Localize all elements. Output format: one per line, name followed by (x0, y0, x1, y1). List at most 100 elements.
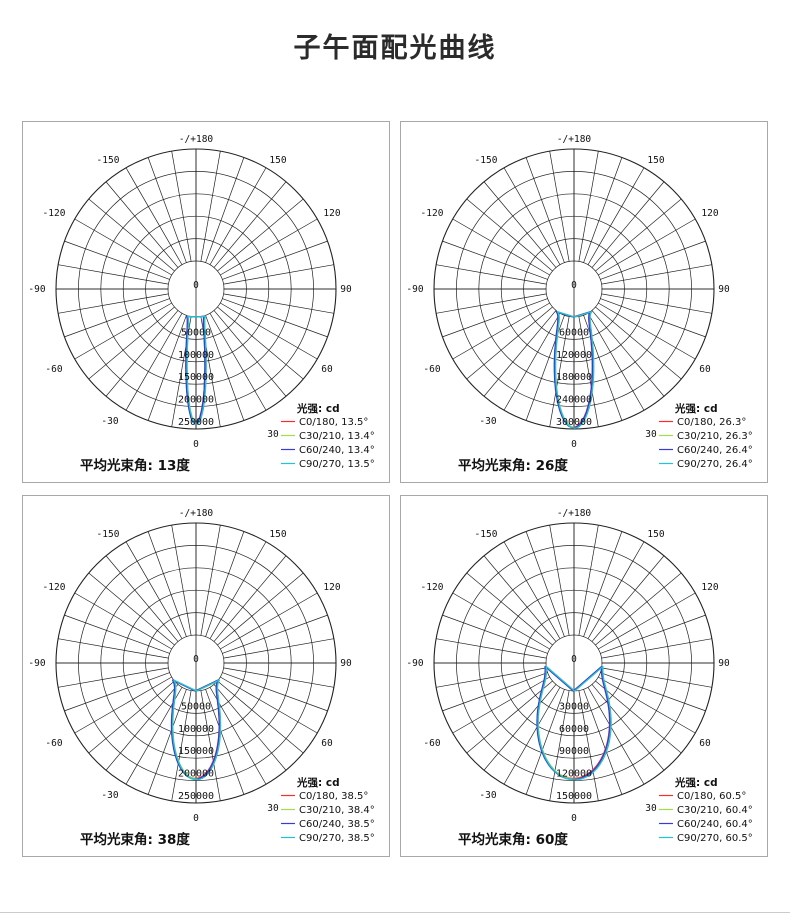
intensity-curve (537, 665, 612, 781)
legend-entry: C0/180, 26.3° (677, 417, 746, 428)
polar-grid-spoke (217, 572, 304, 646)
polar-grid-spoke (205, 689, 245, 795)
polar-grid-spoke (220, 676, 318, 734)
angle-label-center-0: 0 (193, 280, 199, 291)
polar-grid-spoke (171, 690, 192, 801)
legend-title: 光强: cd (674, 402, 718, 415)
polar-grid-spoke (600, 240, 706, 280)
angle-label-150: 150 (647, 529, 664, 540)
polar-grid-spoke (483, 555, 557, 642)
polar-grid-spoke (64, 298, 170, 338)
angle-label-30: 30 (645, 429, 657, 440)
polar-grid-spoke (600, 672, 706, 712)
polar-grid-spoke (525, 157, 565, 263)
polar-grid-spoke (578, 151, 599, 262)
legend-entry: C0/180, 13.5° (299, 417, 368, 428)
polar-grid-spoke (223, 293, 334, 314)
polar-grid-spoke (64, 614, 170, 654)
polar-grid-spoke (223, 667, 334, 688)
polar-chart: -/+180 -150 150 -120 120 -90 90 -60 60 -30 30 0 0 300… (406, 508, 752, 848)
polar-grid-spoke (600, 614, 706, 654)
angle-label-center-0: 0 (193, 654, 199, 665)
polar-grid-spoke (147, 531, 187, 637)
polar-chart: -/+180 -150 150 -120 120 -90 90 -60 60 -30 30 0 0 500… (28, 508, 374, 848)
radial-tick-label: 90000 (559, 746, 589, 757)
polar-grid-spoke (452, 592, 550, 650)
polar-grid-spoke (220, 218, 318, 276)
polar-grid-spoke (466, 680, 553, 754)
polar-chart: -/+180 -150 150 -120 120 -90 90 -60 60 -30 30 0 0 500… (28, 134, 375, 474)
polar-grid-spoke (578, 525, 599, 636)
polar-grid-spoke (436, 667, 547, 688)
polar-grid-spoke (147, 157, 187, 263)
polar-grid-spoke (503, 541, 561, 639)
angle-label-minus90: -90 (406, 284, 423, 295)
angle-label-minus60: -60 (423, 364, 440, 375)
polar-grid-spoke (171, 525, 192, 636)
angle-label-60: 60 (699, 364, 711, 375)
intensity-curve (554, 311, 595, 429)
polar-grid-spoke (105, 684, 179, 771)
polar-grid-spoke (587, 541, 645, 639)
polar-grid-spoke (452, 302, 550, 360)
angle-label-minus30: -30 (101, 416, 118, 427)
legend-entry: C90/270, 26.4° (677, 459, 753, 470)
polar-grid-spoke (436, 264, 547, 285)
radial-tick-label: 150000 (178, 746, 214, 757)
polar-grid-spoke (105, 310, 179, 397)
polar-grid-spoke (436, 638, 547, 659)
angle-label-minus150: -150 (475, 155, 498, 166)
polar-grid-spoke (58, 293, 169, 314)
polar-grid-spoke (88, 680, 175, 754)
angle-label-minus60: -60 (423, 738, 440, 749)
beam-angle-caption: 平均光束角: 38度 (80, 831, 190, 848)
polar-grid-spoke (171, 151, 192, 262)
legend-entry: C90/270, 13.5° (299, 459, 375, 470)
legend-entry: C30/210, 26.3° (677, 431, 753, 442)
radial-tick-label: 300000 (556, 417, 592, 428)
polar-grid-spoke (222, 672, 328, 712)
polar-grid-spoke (601, 264, 712, 285)
polar-grid-spoke (503, 313, 561, 411)
radial-tick-label: 120000 (556, 350, 592, 361)
polar-grid-spoke (64, 672, 170, 712)
polar-grid-spoke (213, 684, 287, 771)
angle-label-30: 30 (645, 803, 657, 814)
polar-grid-spoke (220, 592, 318, 650)
polar-grid-spoke (591, 684, 665, 771)
angle-label-60: 60 (321, 738, 333, 749)
polar-grid-spoke (598, 218, 696, 276)
polar-grid-spoke (200, 525, 221, 636)
polar-grid-spoke (105, 181, 179, 268)
polar-grid-spoke (88, 572, 175, 646)
angle-label-minus90: -90 (28, 284, 45, 295)
polar-grid-spoke (549, 690, 570, 801)
polar-grid-spoke (483, 181, 557, 268)
polar-grid-spoke (209, 167, 267, 265)
polar-grid-spoke (217, 306, 304, 380)
polar-grid-spoke (147, 689, 187, 795)
polar-chart-panel: -/+180 -150 150 -120 120 -90 90 -60 60 -30 30 0 0 300… (400, 495, 768, 857)
angle-label-180: -/+180 (179, 134, 214, 145)
radial-tick-label: 180000 (556, 372, 592, 383)
angle-label-minus150: -150 (475, 529, 498, 540)
angle-label-minus150: -150 (97, 155, 120, 166)
angle-label-180: -/+180 (179, 508, 214, 519)
angle-label-0: 0 (193, 439, 199, 450)
angle-label-minus120: -120 (421, 208, 444, 219)
polar-grid-spoke (583, 157, 623, 263)
radial-tick-label: 100000 (178, 724, 214, 735)
polar-grid-spoke (583, 531, 623, 637)
polar-grid-spoke (200, 151, 221, 262)
beam-angle-caption: 平均光束角: 13度 (80, 457, 190, 474)
polar-grid-spoke (466, 572, 553, 646)
polar-grid-spoke (452, 218, 550, 276)
polar-grid-spoke (503, 687, 561, 785)
intensity-curve (171, 679, 222, 781)
polar-grid-spoke (74, 676, 172, 734)
polar-grid-spoke (483, 684, 557, 771)
beam-angle-caption: 平均光束角: 60度 (458, 831, 568, 848)
legend-title: 光强: cd (296, 776, 340, 789)
radial-tick-label: 50000 (181, 701, 211, 712)
angle-label-180: -/+180 (557, 134, 592, 145)
